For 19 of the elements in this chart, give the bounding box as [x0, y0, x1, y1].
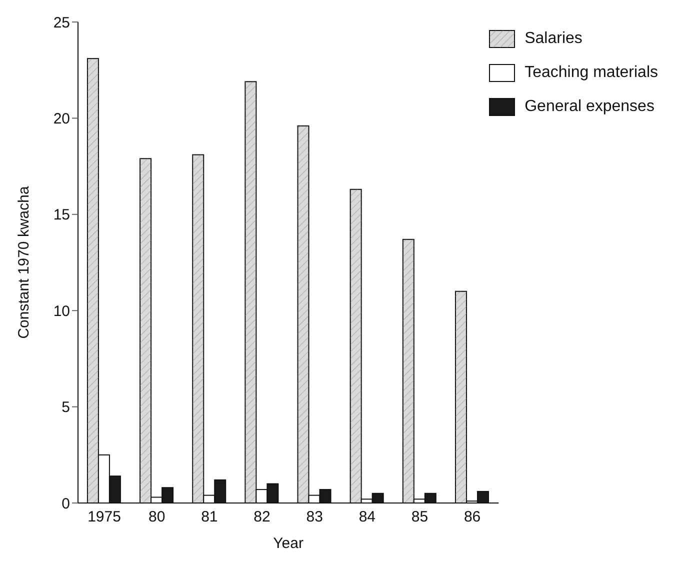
y-tick-label: 10 — [53, 302, 70, 320]
x-tick-label: 82 — [254, 508, 270, 526]
x-tick-label: 81 — [201, 508, 218, 526]
x-axis-title: Year — [273, 535, 304, 552]
y-tick-label: 5 — [62, 399, 70, 416]
x-tick-label: 83 — [306, 508, 323, 526]
legend-label: General expenses — [524, 98, 654, 116]
y-tick-label: 20 — [53, 110, 70, 128]
x-tick-label: 80 — [148, 508, 166, 526]
y-axis-title: Constant 1970 kwacha — [15, 186, 32, 339]
x-tick-label: 1975 — [88, 508, 121, 526]
legend-label: Salaries — [524, 30, 582, 48]
legend-label: Teaching materials — [524, 64, 658, 82]
y-tick-label: 15 — [53, 206, 70, 224]
y-tick-label: 25 — [53, 14, 70, 32]
x-tick-label: 84 — [358, 508, 376, 526]
x-tick-label: 85 — [411, 508, 428, 526]
y-tick-label: 0 — [62, 495, 70, 512]
x-tick-label: 86 — [464, 508, 481, 526]
